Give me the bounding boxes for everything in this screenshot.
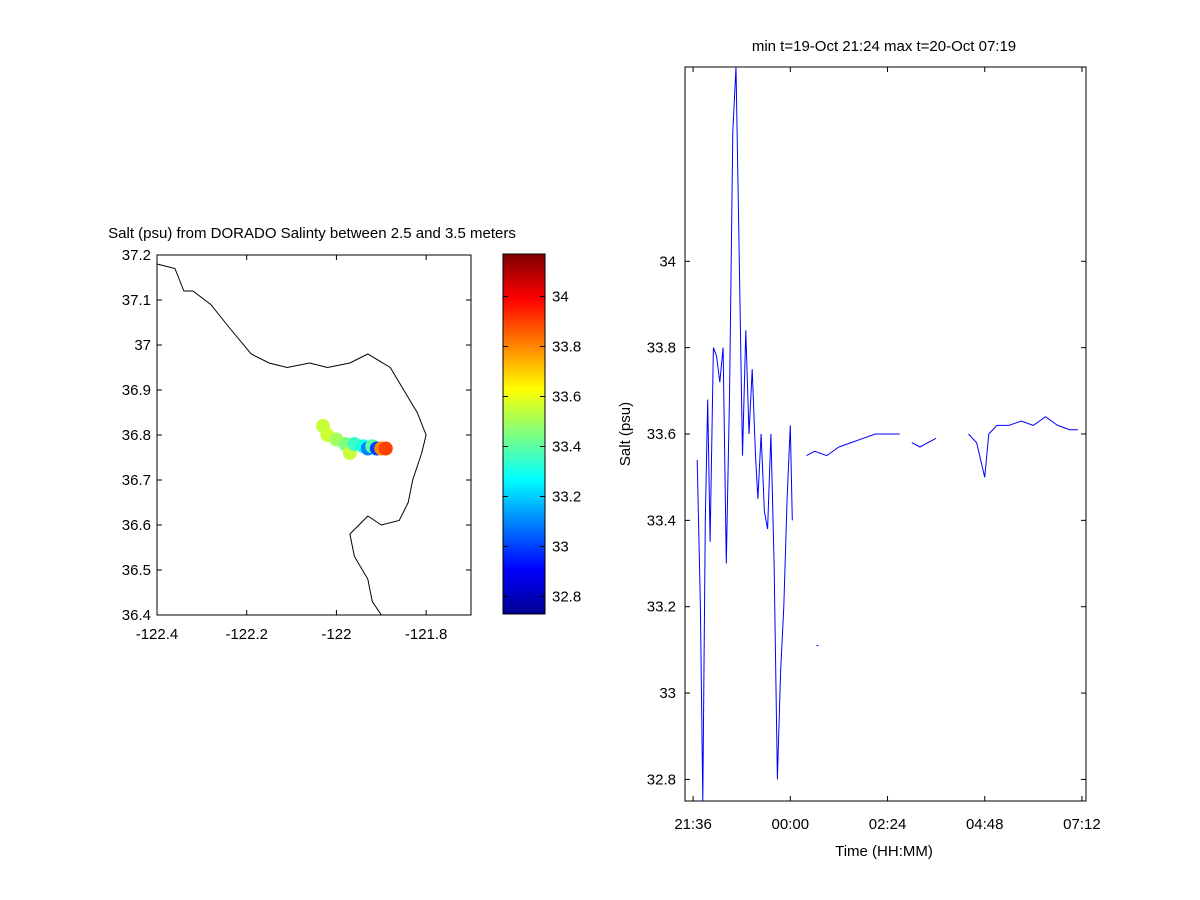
colorbar-tick-label: 32.8 [552, 589, 581, 606]
map-y-tick-label: 36.6 [122, 517, 151, 534]
map-y-tick-label: 37 [134, 337, 151, 354]
timeseries-title: min t=19-Oct 21:24 max t=20-Oct 07:19 [752, 38, 1016, 55]
track-point-11 [378, 441, 393, 456]
map-axes-frame [156, 254, 472, 616]
ts-y-tick-label: 34 [659, 253, 676, 270]
ts-y-tick-label: 33.2 [647, 599, 676, 616]
map-y-tick-label: 37.1 [122, 292, 151, 309]
timeseries-x-ticks: 21:36 00:00 02:24 04:48 07:12 [674, 67, 1101, 833]
map-y-tick-label: 37.2 [122, 247, 151, 264]
colorbar-tick-label: 33.4 [552, 439, 581, 456]
map-x-tick-label: -122 [321, 626, 351, 643]
ts-x-tick-label: 07:12 [1063, 816, 1101, 833]
colorbar: 32.8 33 33.2 33.4 33.6 33.8 34 [502, 253, 581, 615]
salinity-track [315, 419, 393, 460]
series-segment-2 [911, 437, 937, 448]
map-y-tick-label: 36.4 [122, 607, 151, 624]
map-title: Salt (psu) from DORADO Salinty between 2… [108, 225, 516, 242]
map-y-tick-label: 36.7 [122, 472, 151, 489]
coastline-path [156, 263, 427, 616]
map-x-tick-label: -122.2 [225, 626, 268, 643]
colorbar-ticks: 32.8 33 33.2 33.4 33.6 33.8 34 [503, 289, 581, 606]
ts-y-tick-label: 33.6 [647, 426, 676, 443]
ts-y-tick-label: 32.8 [647, 771, 676, 788]
colorbar-tick-label: 33.8 [552, 339, 581, 356]
map-x-tick-label: -121.8 [405, 626, 448, 643]
series-segment-3 [968, 416, 1078, 478]
ts-y-tick-label: 33.4 [647, 512, 676, 529]
map-x-ticks: -122.4 -122.2 -122 -121.8 [136, 255, 448, 643]
ts-y-tick-label: 33.8 [647, 340, 676, 357]
colorbar-tick-label: 34 [552, 289, 569, 306]
ts-y-tick-label: 33 [659, 685, 676, 702]
map-x-tick-label: -122.4 [136, 626, 179, 643]
colorbar-gradient [502, 253, 546, 615]
series-segment-0 [696, 66, 793, 802]
map-panel: Salt (psu) from DORADO Salinty between 2… [108, 225, 516, 643]
map-y-tick-label: 36.9 [122, 382, 151, 399]
colorbar-tick-label: 33 [552, 539, 569, 556]
timeseries-y-ticks: 32.8 33 33.2 33.4 33.6 33.8 34 [647, 253, 1086, 788]
coastline [156, 263, 427, 616]
series-segment-1 [806, 433, 900, 457]
timeseries-y-label: Salt (psu) [617, 402, 634, 466]
map-y-tick-label: 36.5 [122, 562, 151, 579]
ts-x-tick-label: 04:48 [966, 816, 1004, 833]
map-y-tick-label: 36.8 [122, 427, 151, 444]
colorbar-tick-label: 33.2 [552, 489, 581, 506]
salt-series-line [696, 66, 1078, 802]
map-y-ticks: 36.4 36.5 36.6 36.7 36.8 36.9 37 37.1 37.2 [122, 247, 471, 624]
ts-x-tick-label: 00:00 [772, 816, 810, 833]
ts-x-tick-label: 02:24 [869, 816, 907, 833]
colorbar-tick-label: 33.6 [552, 389, 581, 406]
ts-x-tick-label: 21:36 [674, 816, 712, 833]
timeseries-panel: min t=19-Oct 21:24 max t=20-Oct 07:19 21… [617, 38, 1101, 860]
timeseries-x-label: Time (HH:MM) [835, 843, 933, 860]
